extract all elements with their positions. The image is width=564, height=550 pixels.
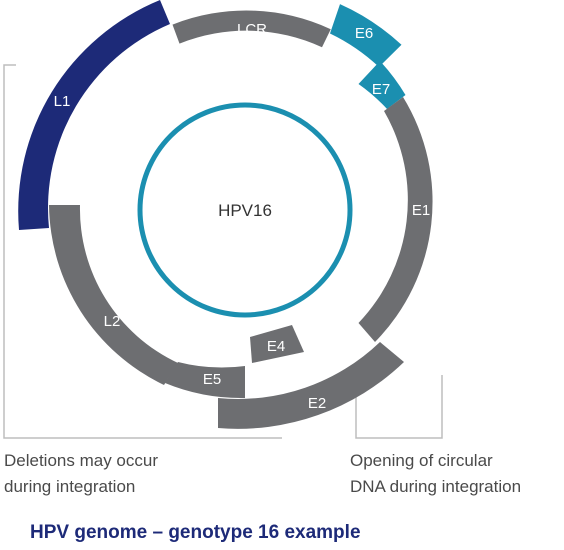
segment-e4 <box>250 325 304 363</box>
center-label: HPV16 <box>218 201 272 220</box>
segment-lcr <box>172 10 331 48</box>
segment-label-lcr: LCR <box>237 21 267 38</box>
right-note-line1: Opening of circular <box>350 451 493 470</box>
figure-caption: HPV genome – genotype 16 example <box>30 522 361 543</box>
left-note: Deletions may occur during integration <box>4 448 158 500</box>
segment-label-e7: E7 <box>372 81 390 98</box>
inner-circle <box>137 102 353 318</box>
segment-label-e6: E6 <box>355 25 373 42</box>
right-note-line2: DNA during integration <box>350 477 522 496</box>
segment-label-e1: E1 <box>412 202 430 219</box>
segment-label-e5: E5 <box>203 371 221 388</box>
segment-e1 <box>358 97 433 342</box>
right-bracket <box>355 375 443 439</box>
segment-e5 <box>165 362 245 399</box>
segment-label-l2: L2 <box>104 313 121 330</box>
segment-label-l1: L1 <box>54 93 71 110</box>
segment-e2 <box>218 342 404 429</box>
left-bracket <box>3 64 282 439</box>
segment-label-e2: E2 <box>308 395 326 412</box>
right-note: Opening of circular DNA during integrati… <box>350 448 521 500</box>
segment-e6 <box>330 4 402 68</box>
segment-label-e4: E4 <box>267 338 285 355</box>
segment-l2 <box>49 205 178 385</box>
left-note-line2: during integration <box>4 477 136 496</box>
left-note-line1: Deletions may occur <box>4 451 159 470</box>
segment-e7 <box>358 61 406 109</box>
segment-l1 <box>18 0 171 230</box>
